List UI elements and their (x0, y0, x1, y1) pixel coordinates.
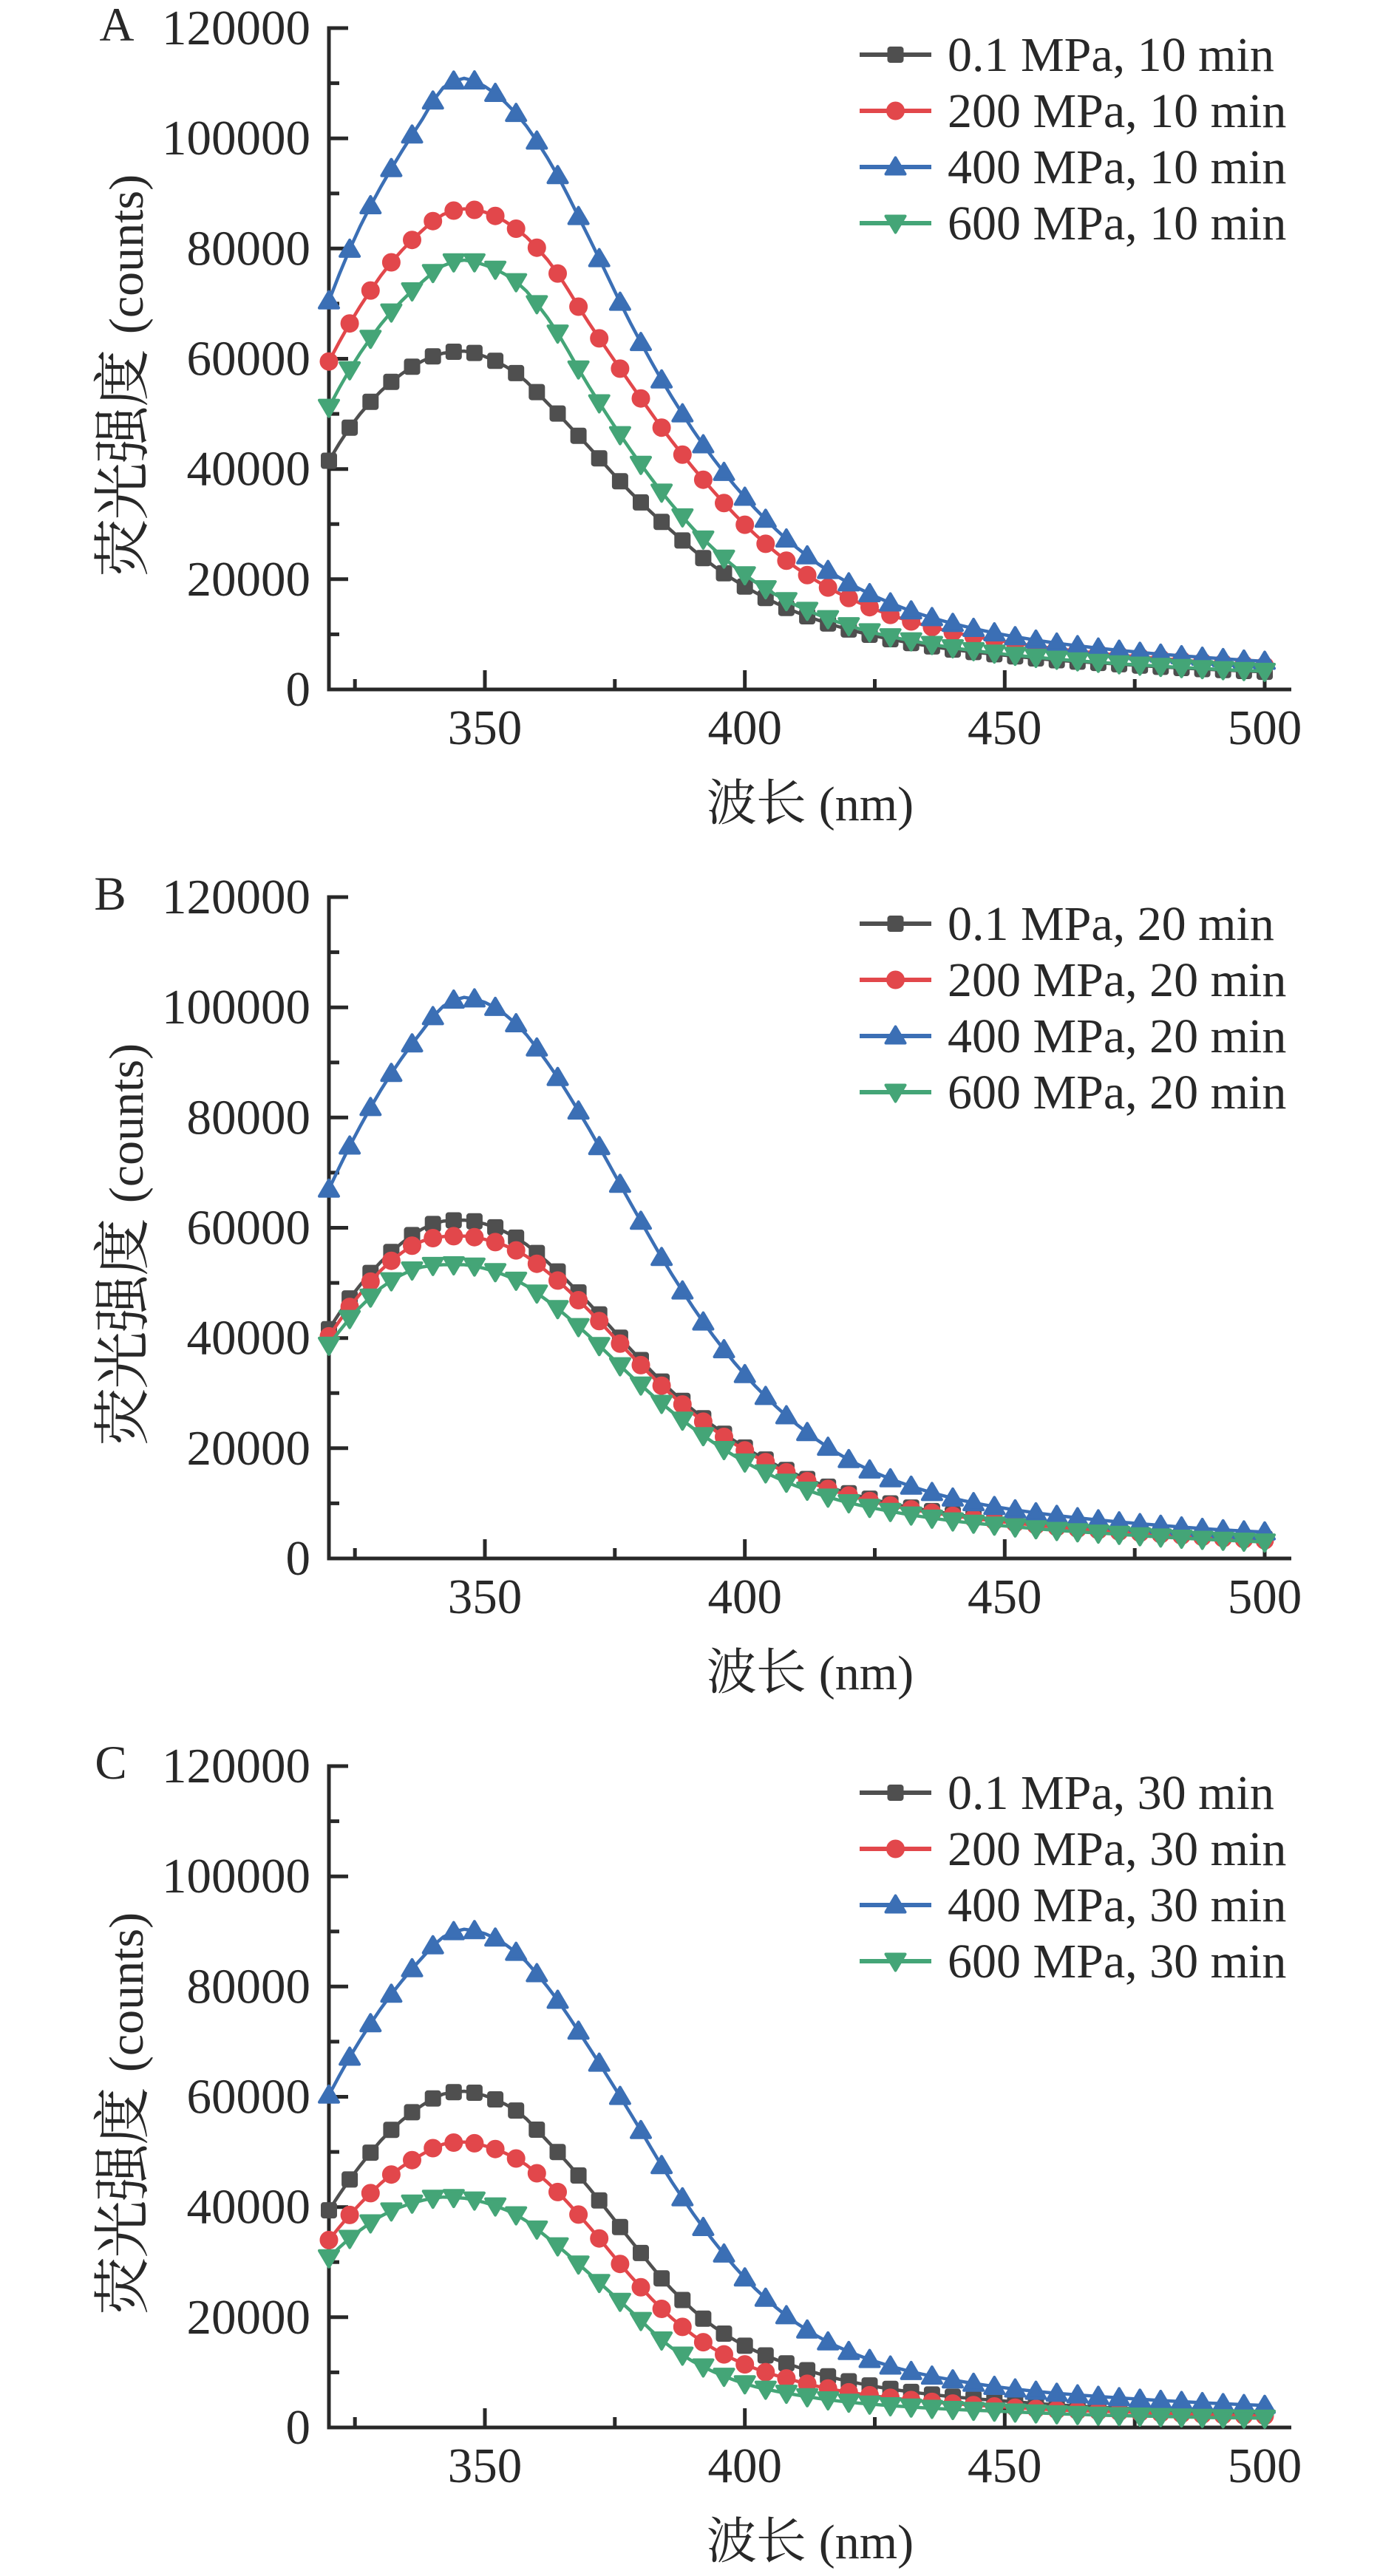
svg-text:20000: 20000 (187, 2290, 311, 2345)
svg-text:0: 0 (286, 2400, 311, 2455)
svg-text:200 MPa, 30 min: 200 MPa, 30 min (948, 1822, 1286, 1876)
svg-text:600 MPa, 10 min: 600 MPa, 10 min (948, 197, 1286, 251)
svg-text:0.1 MPa, 10 min: 0.1 MPa, 10 min (948, 28, 1274, 82)
svg-text:120000: 120000 (162, 1739, 310, 1793)
svg-text:400 MPa, 20 min: 400 MPa, 20 min (948, 1009, 1286, 1063)
svg-text:120000: 120000 (162, 870, 310, 924)
svg-text:0: 0 (286, 1531, 311, 1586)
svg-text:(nm): (nm) (819, 1646, 914, 1700)
svg-text:350: 350 (448, 701, 523, 755)
svg-text:80000: 80000 (187, 221, 311, 276)
svg-text:40000: 40000 (187, 2180, 311, 2235)
svg-text:400 MPa, 30 min: 400 MPa, 30 min (948, 1878, 1286, 1932)
svg-text:0.1 MPa, 20 min: 0.1 MPa, 20 min (948, 897, 1274, 951)
svg-text:(nm): (nm) (819, 777, 914, 831)
svg-text:100000: 100000 (162, 1849, 310, 1904)
svg-text:20000: 20000 (187, 1421, 311, 1476)
svg-text:200 MPa, 20 min: 200 MPa, 20 min (948, 953, 1286, 1007)
svg-text:450: 450 (968, 1570, 1042, 1624)
svg-text:400: 400 (707, 701, 782, 755)
svg-text:450: 450 (968, 2439, 1042, 2493)
svg-text:120000: 120000 (162, 1, 310, 55)
svg-text:400 MPa, 10 min: 400 MPa, 10 min (948, 140, 1286, 194)
svg-text:0.1 MPa, 30 min: 0.1 MPa, 30 min (948, 1766, 1274, 1820)
svg-text:80000: 80000 (187, 1959, 311, 2014)
svg-text:40000: 40000 (187, 442, 311, 497)
svg-text:60000: 60000 (187, 1201, 311, 1255)
svg-text:200 MPa, 10 min: 200 MPa, 10 min (948, 84, 1286, 138)
svg-text:600 MPa, 20 min: 600 MPa, 20 min (948, 1066, 1286, 1120)
svg-text:100000: 100000 (162, 980, 310, 1035)
svg-text:400: 400 (707, 2439, 782, 2493)
svg-text:500: 500 (1228, 2439, 1302, 2493)
svg-text:500: 500 (1228, 701, 1302, 755)
svg-text:0: 0 (286, 662, 311, 717)
svg-text:500: 500 (1228, 1570, 1302, 1624)
svg-text:60000: 60000 (187, 2070, 311, 2124)
svg-text:80000: 80000 (187, 1090, 311, 1145)
svg-text:(nm): (nm) (819, 2515, 914, 2569)
svg-text:350: 350 (448, 1570, 523, 1624)
svg-text:A: A (100, 0, 135, 52)
svg-text:600 MPa, 30 min: 600 MPa, 30 min (948, 1935, 1286, 1989)
svg-text:350: 350 (448, 2439, 523, 2493)
svg-text:(counts): (counts) (100, 1043, 154, 1203)
svg-text:100000: 100000 (162, 111, 310, 166)
svg-text:60000: 60000 (187, 332, 311, 386)
svg-text:20000: 20000 (187, 552, 311, 607)
svg-text:40000: 40000 (187, 1311, 311, 1366)
svg-text:C: C (95, 1737, 126, 1790)
svg-text:400: 400 (707, 1570, 782, 1624)
svg-text:(counts): (counts) (100, 1912, 154, 2072)
svg-text:B: B (94, 868, 126, 921)
svg-text:(counts): (counts) (100, 174, 154, 334)
svg-text:450: 450 (968, 701, 1042, 755)
